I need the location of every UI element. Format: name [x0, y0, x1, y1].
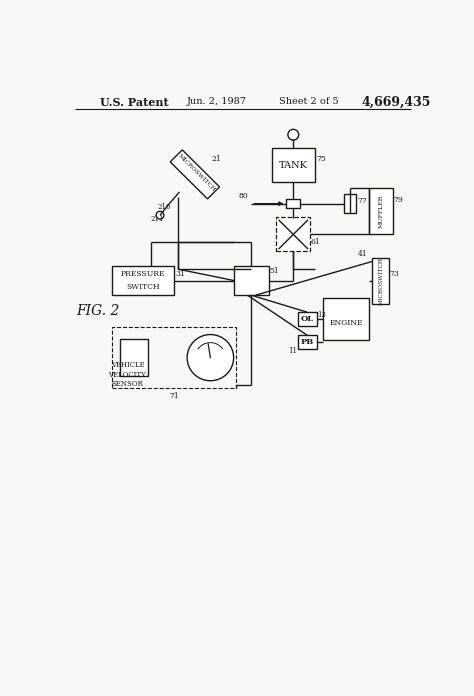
Text: 4,669,435: 4,669,435 — [362, 95, 431, 109]
Text: SENSOR: SENSOR — [111, 380, 144, 388]
Text: Sheet 2 of 5: Sheet 2 of 5 — [279, 97, 338, 106]
Circle shape — [156, 212, 164, 219]
Bar — [170, 150, 219, 199]
Text: TANK: TANK — [279, 161, 308, 170]
Text: VELOCITY: VELOCITY — [109, 370, 146, 379]
Text: 51: 51 — [269, 267, 279, 276]
Text: MICROSWITCH: MICROSWITCH — [378, 257, 383, 305]
Bar — [120, 339, 147, 376]
Bar — [344, 194, 356, 213]
Text: 79: 79 — [394, 196, 403, 204]
Bar — [235, 266, 268, 295]
Text: 211: 211 — [150, 215, 164, 223]
Bar — [373, 258, 390, 303]
Text: 31: 31 — [175, 271, 185, 278]
Text: MUFFLER: MUFFLER — [378, 195, 383, 228]
Text: FIG. 2: FIG. 2 — [76, 304, 120, 319]
Bar — [112, 327, 236, 388]
Text: PRESSURE: PRESSURE — [121, 271, 165, 278]
Bar — [369, 188, 392, 235]
Text: 61: 61 — [310, 238, 320, 246]
Circle shape — [288, 129, 299, 140]
Text: PB: PB — [301, 338, 314, 346]
Text: SWITCH: SWITCH — [126, 283, 160, 291]
Text: VEHICLE: VEHICLE — [110, 361, 144, 370]
Bar — [298, 335, 317, 349]
Text: 210: 210 — [158, 203, 172, 212]
Text: 73: 73 — [389, 271, 399, 278]
Text: U.S. Patent: U.S. Patent — [100, 97, 168, 107]
Text: 11: 11 — [288, 347, 297, 356]
Bar — [298, 313, 317, 326]
Text: 41: 41 — [358, 250, 368, 258]
Bar — [276, 217, 310, 251]
Text: 71: 71 — [169, 392, 179, 400]
Bar — [286, 199, 300, 208]
Bar — [323, 298, 369, 340]
Text: 77: 77 — [357, 196, 367, 205]
Text: 21: 21 — [212, 155, 221, 163]
Text: ENGINE: ENGINE — [329, 319, 363, 327]
Bar — [112, 266, 174, 295]
Text: MICROSWITCH: MICROSWITCH — [177, 153, 216, 193]
Text: 75: 75 — [316, 155, 326, 163]
Text: 80: 80 — [238, 192, 248, 200]
Bar — [272, 148, 315, 182]
Text: Jun. 2, 1987: Jun. 2, 1987 — [187, 97, 247, 106]
Circle shape — [187, 335, 234, 381]
Text: OL: OL — [301, 315, 314, 323]
Text: 13: 13 — [318, 311, 327, 319]
